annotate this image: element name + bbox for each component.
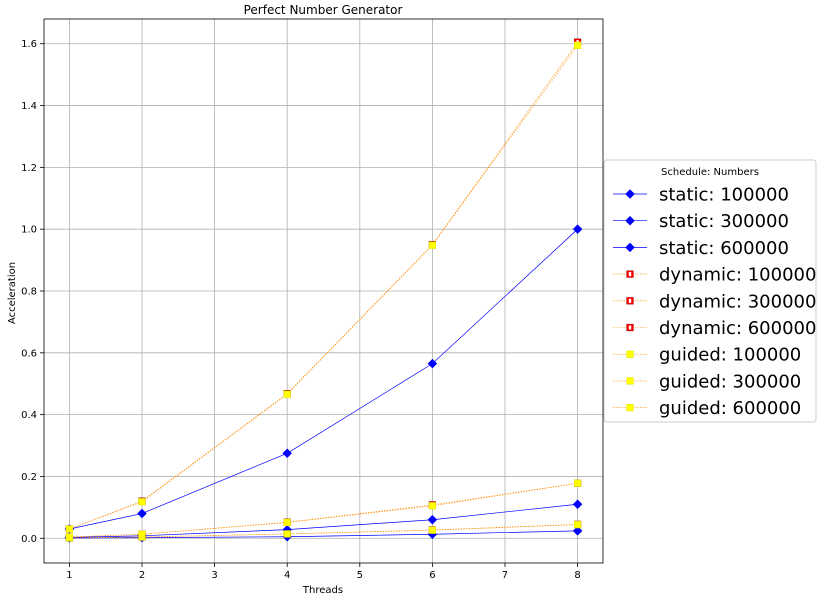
- data-point: [283, 530, 291, 538]
- legend-frame: [603, 159, 817, 423]
- legend-label: dynamic: 100000: [659, 265, 816, 286]
- legend-marker: [625, 189, 635, 199]
- x-tick-label: 4: [284, 570, 290, 581]
- legend-marker: [625, 215, 635, 226]
- x-tick-label: 2: [139, 570, 145, 581]
- legend-entry: static: 600000: [613, 238, 789, 259]
- legend-entry: guided: 100000: [613, 345, 801, 366]
- x-axis-label: Threads: [302, 585, 343, 596]
- legend-entry: guided: 600000: [613, 398, 801, 419]
- x-tick-label: 3: [211, 570, 217, 581]
- series-line: [69, 524, 578, 539]
- legend-entry: dynamic: 300000: [613, 291, 816, 312]
- legend-marker: [626, 350, 634, 358]
- x-axis: 1 2 3 4 5 6 7 8: [66, 563, 581, 581]
- legend-items: static: 100000 static: 300000 static: 6000…: [613, 185, 816, 419]
- legend-label: static: 600000: [659, 238, 789, 259]
- data-point: [427, 514, 438, 525]
- data-point: [283, 518, 291, 527]
- data-point: [65, 525, 74, 533]
- data-point: [572, 526, 583, 536]
- y-tick-label: 1.2: [21, 163, 37, 174]
- data-point: [573, 479, 582, 487]
- series-dynamic-600000: [65, 38, 582, 533]
- series-guided-300000: [65, 479, 582, 541]
- data-point: [573, 41, 582, 49]
- y-tick-label: 0.0: [21, 534, 37, 545]
- x-tick-label: 6: [429, 570, 435, 581]
- data-point: [427, 358, 438, 369]
- x-tick-label: 5: [357, 570, 363, 581]
- y-tick-label: 1.4: [21, 101, 37, 112]
- series-line: [69, 228, 578, 530]
- legend-marker: [626, 403, 634, 412]
- legend-label: static: 100000: [659, 185, 789, 206]
- legend-label: guided: 100000: [659, 345, 801, 366]
- data-point: [138, 530, 146, 538]
- series-static-600000: [64, 224, 583, 534]
- data-point: [428, 502, 436, 510]
- legend: Schedule: Numbers static: 100000static: …: [603, 159, 817, 423]
- y-tick-label: 0.2: [21, 472, 37, 483]
- data-point: [572, 224, 583, 235]
- legend-entry: dynamic: 600000: [613, 318, 816, 339]
- legend-marker: [626, 377, 634, 385]
- legend-entry: static: 100000: [613, 185, 789, 206]
- legend-label: dynamic: 600000: [659, 318, 816, 339]
- x-tick-label: 8: [574, 570, 580, 581]
- data-point: [428, 241, 436, 249]
- legend-marker-highlight: [628, 272, 632, 277]
- data-point: [137, 508, 147, 519]
- legend-title: Schedule: Numbers: [661, 167, 759, 178]
- grid-lines: [44, 19, 603, 563]
- series-line: [69, 42, 578, 530]
- legend-marker-highlight: [628, 325, 632, 330]
- legend-label: dynamic: 300000: [659, 291, 816, 312]
- y-axis-label: Acceleration: [7, 262, 18, 324]
- data-point: [65, 533, 74, 541]
- chart-title: Perfect Number Generator: [244, 3, 403, 17]
- data-point: [282, 448, 293, 459]
- legend-entry: dynamic: 100000: [613, 265, 816, 286]
- x-tick-label: 1: [66, 570, 72, 581]
- legend-label: guided: 600000: [659, 398, 801, 419]
- legend-marker-highlight: [628, 298, 632, 303]
- data-point: [283, 390, 291, 398]
- legend-entry: static: 300000: [613, 211, 789, 232]
- series-guided-600000: [65, 41, 582, 533]
- x-tick-label: 7: [502, 570, 508, 581]
- data-point: [428, 526, 436, 534]
- y-axis: 0.0 0.2 0.4 0.6 0.8 1.0 1.2 1.4 1.6: [21, 39, 44, 545]
- y-tick-label: 0.6: [21, 348, 37, 359]
- y-tick-label: 0.8: [21, 287, 37, 298]
- data-point: [572, 499, 583, 510]
- y-tick-label: 1.6: [21, 39, 37, 50]
- legend-marker: [625, 242, 635, 253]
- legend-label: guided: 300000: [659, 371, 801, 392]
- y-tick-label: 0.4: [21, 410, 37, 421]
- series-layer: [64, 38, 583, 543]
- series-line: [69, 482, 578, 538]
- y-tick-label: 1.0: [21, 225, 37, 236]
- legend-entry: guided: 300000: [613, 371, 801, 392]
- data-point: [573, 521, 582, 529]
- series-line: [69, 482, 578, 538]
- series-line: [69, 45, 578, 530]
- data-point: [138, 498, 146, 506]
- series-line: [69, 524, 578, 539]
- legend-label: static: 300000: [659, 211, 789, 232]
